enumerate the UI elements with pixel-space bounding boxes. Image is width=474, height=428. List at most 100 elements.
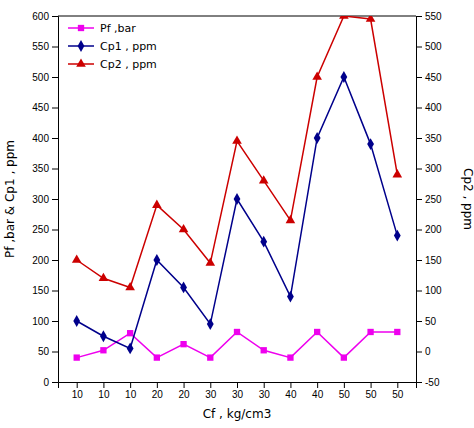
series-line bbox=[77, 77, 398, 348]
tick: 30 bbox=[205, 382, 217, 400]
marker bbox=[260, 236, 267, 248]
tick: 50 bbox=[366, 382, 378, 400]
x-axis-title: Cf , kg/cm3 bbox=[203, 407, 272, 421]
tick: 250 bbox=[416, 194, 442, 205]
tick-mark bbox=[52, 260, 58, 261]
marker bbox=[340, 71, 347, 83]
marker bbox=[127, 343, 134, 355]
marker bbox=[207, 318, 214, 330]
legend-marker bbox=[78, 25, 84, 31]
tick-label: 550 bbox=[425, 11, 442, 22]
tick: 450 bbox=[32, 102, 58, 113]
tick-label: 30 bbox=[259, 389, 271, 400]
marker bbox=[205, 258, 215, 266]
tick: 300 bbox=[416, 163, 442, 174]
tick: 450 bbox=[416, 72, 442, 83]
tick-label: 350 bbox=[32, 163, 49, 174]
x-axis: 10101020203030304040505050 bbox=[59, 382, 417, 400]
tick-mark bbox=[371, 382, 372, 388]
tick-mark bbox=[52, 47, 58, 48]
tick-label: 600 bbox=[32, 11, 49, 22]
legend-marker bbox=[76, 58, 86, 66]
tick: 150 bbox=[32, 285, 58, 296]
tick-label: 200 bbox=[32, 255, 49, 266]
tick-label: 50 bbox=[366, 389, 378, 400]
y-axis-title: Pf ,bar & Cp1 , ppm bbox=[3, 140, 17, 258]
tick: 0 bbox=[43, 377, 58, 388]
tick-label: 20 bbox=[179, 389, 191, 400]
tick: 500 bbox=[32, 72, 58, 83]
tick-mark bbox=[52, 108, 58, 109]
y2-axis: -50050100150200250300350400450500550 bbox=[416, 11, 442, 388]
tick-mark bbox=[317, 382, 318, 388]
marker bbox=[179, 224, 189, 232]
tick: 20 bbox=[179, 382, 191, 400]
tick-mark bbox=[397, 382, 398, 388]
tick: 50 bbox=[416, 316, 437, 327]
marker bbox=[232, 136, 242, 144]
tick-label: 250 bbox=[425, 194, 442, 205]
tick-mark bbox=[416, 138, 422, 139]
axis-line bbox=[52, 17, 59, 383]
marker bbox=[207, 354, 213, 360]
marker bbox=[100, 347, 106, 353]
marker bbox=[259, 175, 269, 183]
tick-label: 550 bbox=[32, 41, 49, 52]
tick-mark bbox=[416, 16, 422, 17]
tick-mark bbox=[184, 382, 185, 388]
marker bbox=[234, 193, 241, 205]
tick-mark bbox=[237, 382, 238, 388]
tick-mark bbox=[344, 382, 345, 388]
marker bbox=[367, 138, 374, 150]
tick-label: 450 bbox=[425, 72, 442, 83]
tick: 150 bbox=[416, 255, 442, 266]
tick: 350 bbox=[32, 163, 58, 174]
tick: 200 bbox=[416, 224, 442, 235]
tick: -50 bbox=[416, 377, 440, 388]
tick-mark bbox=[52, 199, 58, 200]
tick-label: 50 bbox=[38, 346, 50, 357]
marker bbox=[287, 291, 294, 303]
tick-mark bbox=[416, 77, 422, 78]
tick-label: 100 bbox=[425, 285, 442, 296]
legend: Pf ,barCp1 , ppmCp2 , ppm bbox=[68, 22, 157, 71]
legend-item: Cp1 , ppm bbox=[68, 40, 157, 53]
marker bbox=[74, 354, 80, 360]
tick: 0 bbox=[416, 346, 431, 357]
tick: 600 bbox=[32, 11, 58, 22]
tick-label: 20 bbox=[152, 389, 164, 400]
tick-mark bbox=[52, 382, 58, 383]
tick-label: 10 bbox=[72, 389, 84, 400]
chart: 1010102020303030404050505005010015020025… bbox=[0, 0, 474, 428]
marker bbox=[99, 273, 109, 281]
series-line bbox=[77, 332, 398, 358]
tick: 50 bbox=[339, 382, 351, 400]
tick-label: 40 bbox=[285, 389, 297, 400]
tick: 550 bbox=[416, 11, 442, 22]
marker bbox=[154, 354, 160, 360]
tick-mark bbox=[130, 382, 131, 388]
tick-label: 50 bbox=[392, 389, 404, 400]
tick: 350 bbox=[416, 133, 442, 144]
tick: 20 bbox=[152, 382, 164, 400]
marker bbox=[287, 354, 293, 360]
tick: 30 bbox=[232, 382, 244, 400]
tick-label: -50 bbox=[425, 377, 440, 388]
tick-label: 0 bbox=[43, 377, 49, 388]
tick-mark bbox=[52, 321, 58, 322]
marker bbox=[339, 16, 349, 19]
tick: 50 bbox=[38, 346, 58, 357]
tick-mark bbox=[416, 169, 422, 170]
tick-mark bbox=[416, 260, 422, 261]
tick-label: 150 bbox=[425, 255, 442, 266]
tick-label: 300 bbox=[425, 163, 442, 174]
marker bbox=[366, 16, 376, 22]
tick-mark bbox=[416, 291, 422, 292]
tick-label: 50 bbox=[425, 316, 437, 327]
marker bbox=[394, 230, 401, 242]
axis-line bbox=[59, 383, 417, 389]
tick: 100 bbox=[416, 285, 442, 296]
marker bbox=[341, 354, 347, 360]
tick-mark bbox=[416, 382, 422, 383]
marker bbox=[100, 330, 107, 342]
